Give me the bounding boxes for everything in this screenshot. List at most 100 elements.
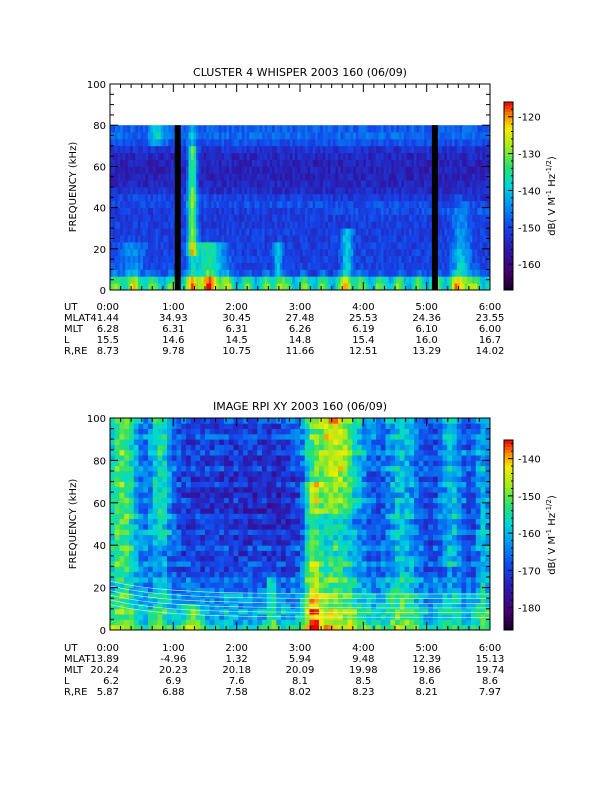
spectrogram-cell	[157, 455, 163, 461]
spectrogram-cell	[284, 193, 288, 202]
spectrogram-cell	[125, 138, 129, 147]
spectrogram-cell	[200, 418, 206, 424]
spectrogram-cell	[340, 269, 344, 277]
spectrogram-cell	[186, 428, 192, 435]
spectrogram-cell	[110, 187, 113, 195]
spectrogram-cell	[244, 207, 248, 215]
spectrogram-cell	[436, 200, 440, 208]
spectrogram-cell	[129, 486, 135, 493]
spectrogram-cell	[127, 132, 131, 140]
spectrogram-cell	[135, 125, 139, 133]
spectrogram-cell	[191, 283, 194, 291]
spectrogram-cell	[157, 518, 163, 525]
spectrogram-cell	[148, 502, 154, 509]
spectrogram-cell	[153, 241, 156, 250]
spectrogram-cell	[157, 539, 163, 546]
spectrogram-cell	[233, 624, 239, 631]
spectrogram-cell	[241, 241, 245, 250]
spectrogram-cell	[297, 166, 301, 174]
spectrogram-cell	[120, 166, 124, 174]
spectrogram-cell	[411, 145, 415, 154]
spectrogram-cell	[224, 619, 230, 626]
spectrogram-cell	[206, 166, 210, 174]
spectrogram-cell	[249, 132, 253, 140]
spectrogram-cell	[238, 513, 244, 520]
spectrogram-cell	[391, 200, 395, 208]
spectrogram-cell	[124, 444, 130, 451]
spectrogram-cell	[171, 428, 177, 435]
spectrogram-cell	[322, 255, 326, 263]
spectrogram-cell	[312, 255, 316, 263]
spectrogram-cell	[241, 187, 245, 195]
spectrogram-cell	[251, 262, 255, 270]
spectrogram-cell	[403, 248, 407, 257]
spectrogram-cell	[218, 255, 222, 263]
spectrogram-cell	[421, 283, 425, 291]
spectrogram-cell	[205, 433, 211, 440]
spectrogram-cell	[236, 166, 240, 174]
spectrogram-cell	[436, 159, 440, 167]
spectrogram-cell	[457, 180, 460, 188]
spectrogram-cell	[120, 187, 124, 195]
spectrogram-cell	[284, 173, 288, 181]
spectrogram-cell	[165, 269, 169, 277]
spectrogram-cell	[176, 444, 182, 451]
spectrogram-cell	[152, 571, 158, 578]
spectrogram-cell	[262, 173, 265, 181]
ephemeris-value: 6.19	[352, 324, 374, 335]
spectrogram-cell	[152, 471, 158, 477]
spectrogram-cell	[446, 248, 450, 257]
spectrogram-cell	[158, 283, 162, 291]
spectrogram-cell	[287, 283, 291, 291]
spectrogram-cell	[479, 138, 483, 147]
spectrogram-cell	[219, 492, 225, 498]
spectrogram-cell	[414, 125, 417, 133]
spectrogram-cell	[393, 145, 397, 154]
spectrogram-cell	[152, 529, 158, 535]
spectrogram-cell	[140, 193, 144, 202]
spectrogram-cell	[162, 550, 168, 557]
colorbar-swatch	[504, 261, 513, 266]
spectrogram-cell	[462, 214, 466, 222]
spectrogram-cell	[190, 539, 196, 546]
spectrogram-cell	[224, 571, 230, 578]
spectrogram-cell	[115, 125, 118, 133]
spectrogram-cell	[152, 428, 158, 435]
spectrogram-cell	[170, 159, 174, 167]
spectrogram-cell	[135, 152, 139, 160]
spectrogram-cell	[140, 145, 144, 154]
spectrogram-cell	[110, 476, 116, 482]
spectrogram-cell	[205, 561, 211, 567]
spectrogram-cell	[119, 524, 125, 530]
spectrogram-cell	[125, 200, 129, 208]
spectrogram-cell	[198, 145, 202, 154]
spectrogram-cell	[315, 276, 319, 284]
spectrogram-cell	[484, 166, 488, 174]
spectrogram-cell	[214, 418, 220, 424]
spectrogram-cell	[219, 592, 225, 599]
spectrogram-cell	[115, 269, 118, 277]
spectrogram-cell	[115, 207, 118, 215]
spectrogram-cell	[307, 207, 311, 215]
spectrogram-cell	[267, 255, 270, 263]
spectrogram-cell	[153, 166, 156, 174]
spectrogram-cell	[277, 269, 281, 277]
spectrogram-cell	[249, 166, 253, 174]
spectrogram-cell	[469, 187, 473, 195]
spectrogram-cell	[439, 241, 443, 250]
spectrogram-cell	[125, 193, 129, 202]
spectrogram-cell	[216, 180, 220, 188]
spectrogram-cell	[112, 138, 116, 147]
spectrogram-cell	[200, 619, 206, 626]
colorbar-tick-label: -160	[518, 260, 541, 271]
spectrogram-cell	[419, 152, 422, 160]
spectrogram-cell	[168, 207, 172, 215]
spectrogram-cell	[181, 614, 187, 620]
spectrogram-cell	[183, 193, 187, 202]
spectrogram-cell	[446, 276, 450, 284]
spectrogram-cell	[171, 439, 177, 445]
spectrogram-cell	[112, 248, 116, 257]
spectrogram-cell	[388, 228, 392, 236]
spectrogram-cell	[224, 152, 227, 160]
spectrogram-cell	[289, 248, 293, 257]
